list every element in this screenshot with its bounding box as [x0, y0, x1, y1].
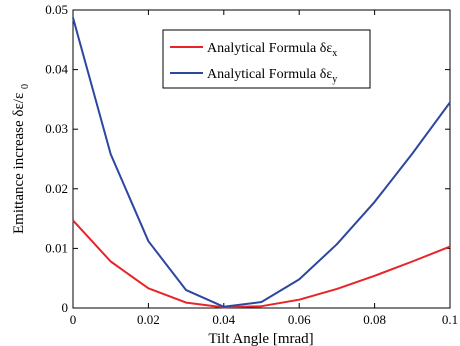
y-tick-label: 0.02: [45, 181, 68, 196]
x-ticks: 0 0.02 0.04 0.06 0.08 0.1: [70, 10, 458, 327]
x-tick-label: 0: [70, 312, 77, 327]
svg-text:Emittance increase: Emittance increase δε/ε 0: [11, 84, 31, 234]
legend-entry-x-label: Analytical Formula δε: [207, 41, 332, 56]
x-tick-label: 0.06: [288, 312, 311, 327]
legend-entry-y-subscript: y: [332, 74, 337, 85]
y-axis-label-symbol: δε/ε: [11, 93, 27, 117]
legend-box: [162, 29, 371, 89]
y-tick-label: 0.03: [45, 121, 68, 136]
legend: Analytical Formula δεx Analytical Formul…: [162, 29, 371, 89]
x-axis-label: Tilt Angle [mrad]: [208, 331, 313, 346]
y-tick-label: 0.01: [45, 240, 68, 255]
series-line-y: [72, 17, 451, 308]
series-lines: [72, 17, 451, 309]
x-tick-label: 0.02: [137, 312, 160, 327]
y-axis-label: Emittance increase δε/ε 0: [11, 84, 31, 234]
x-tick-label: 0.08: [363, 312, 386, 327]
legend-entry-y-label: Analytical Formula δε: [207, 67, 332, 82]
x-tick-label: 0.04: [212, 312, 235, 327]
legend-entry-y: Analytical Formula δεy: [207, 67, 337, 85]
series-line-x: [72, 219, 451, 309]
legend-entry-x: Analytical Formula δεx: [207, 41, 337, 59]
y-tick-label: 0.05: [45, 2, 68, 17]
legend-entry-x-subscript: x: [332, 48, 337, 59]
y-axis-label-subscript: 0: [20, 84, 31, 89]
y-ticks: 0 0.01 0.02 0.03 0.04 0.05: [45, 2, 450, 315]
y-tick-label: 0: [62, 300, 69, 315]
y-tick-label: 0.04: [45, 62, 68, 77]
x-tick-label: 0.1: [442, 312, 458, 327]
y-axis-label-prefix: Emittance increase: [11, 120, 27, 234]
